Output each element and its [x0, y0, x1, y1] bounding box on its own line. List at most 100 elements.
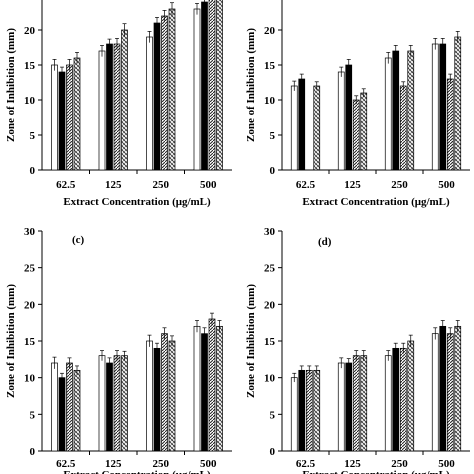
- x-tick-label: 500: [438, 458, 455, 470]
- y-tick-label: 5: [270, 409, 276, 421]
- y-tick-label: 0: [270, 446, 276, 458]
- bar: [337, 71, 345, 171]
- x-tick-label: 500: [200, 179, 217, 191]
- bar: [153, 347, 161, 452]
- bar: [313, 369, 321, 452]
- x-tick-label: 125: [105, 458, 122, 470]
- bar: [439, 325, 447, 452]
- x-tick-label: 250: [391, 179, 408, 191]
- x-tick-label: 62.5: [56, 179, 76, 191]
- bar: [113, 355, 121, 452]
- chart-panel-4: 0 5 10 15 20 25 30 Zone of Inhibition (mm) Extra…: [245, 226, 470, 474]
- y-tick-label: 30: [264, 226, 276, 238]
- chart-panel-1: 0 5 10 15 20 25 Zone of Inhibition (mm) Extract…: [5, 0, 232, 208]
- bar: [352, 355, 360, 452]
- y-tick-label: 0: [30, 165, 36, 177]
- bar: [201, 333, 208, 452]
- bar: [392, 347, 400, 452]
- bar: [106, 362, 113, 452]
- bar: [106, 43, 113, 171]
- x-tick-label: 125: [105, 179, 122, 191]
- bar: [431, 333, 439, 452]
- y-tick-label: 25: [264, 0, 276, 2]
- y-tick-label: 10: [264, 95, 276, 107]
- bar: [345, 64, 353, 171]
- y-tick-label: 5: [30, 409, 36, 421]
- bar: [431, 43, 439, 171]
- x-tick-label: 125: [344, 179, 361, 191]
- y-tick-label: 10: [264, 373, 276, 385]
- y-tick-label: 20: [24, 25, 36, 37]
- bar: [446, 78, 454, 171]
- bar: [201, 1, 208, 171]
- bar: [407, 340, 415, 452]
- bar: [384, 355, 392, 452]
- bar: [193, 325, 201, 452]
- bar: [66, 362, 73, 452]
- bar: [168, 340, 176, 452]
- bar: [384, 57, 392, 171]
- chart-panel-3: 0 5 10 15 20 25 30 Zone of Inhibition (mm) Extra…: [5, 226, 232, 474]
- bar: [121, 29, 128, 171]
- y-axis-label: Zone of Inhibition (mm): [5, 284, 17, 398]
- bar: [407, 50, 415, 171]
- y-tick-label: 25: [24, 0, 36, 2]
- y-axis-label: Zone of Inhibition (mm): [5, 28, 17, 142]
- bar: [51, 362, 58, 452]
- panel-label: (d): [318, 236, 332, 248]
- bar: [305, 369, 313, 452]
- bar: [399, 85, 407, 171]
- y-tick-label: 15: [264, 60, 276, 72]
- bar: [337, 362, 345, 452]
- bar: [454, 325, 462, 452]
- panel-label: (c): [72, 234, 85, 246]
- bar: [146, 340, 153, 452]
- y-tick-label: 10: [24, 373, 36, 385]
- y-tick-label: 15: [24, 60, 36, 72]
- y-axis-label: Zone of Inhibition (mm): [245, 28, 257, 142]
- bar: [216, 0, 223, 171]
- y-tick-label: 20: [264, 299, 276, 311]
- x-tick-label: 125: [344, 458, 361, 470]
- bar: [298, 78, 306, 171]
- y-tick-label: 5: [30, 130, 36, 142]
- y-tick-label: 5: [270, 130, 276, 142]
- y-tick-label: 25: [264, 263, 276, 275]
- bar: [454, 36, 462, 171]
- y-tick-label: 20: [24, 299, 36, 311]
- x-tick-label: 62.5: [296, 458, 316, 470]
- bar: [73, 57, 81, 171]
- bar: [98, 355, 106, 452]
- x-tick-label: 62.5: [56, 458, 76, 470]
- x-tick-label: 250: [153, 458, 170, 470]
- bar: [161, 15, 168, 171]
- bar: [113, 43, 121, 171]
- bar: [66, 64, 73, 171]
- x-axis-label: Extract Concentration (μg/mL): [63, 469, 211, 474]
- y-tick-label: 10: [24, 95, 36, 107]
- bar: [313, 85, 321, 171]
- bar: [208, 318, 216, 452]
- bar: [98, 50, 106, 171]
- bar: [352, 99, 360, 171]
- bar: [216, 325, 223, 452]
- bar: [446, 333, 454, 452]
- y-axis-label: Zone of Inhibition (mm): [245, 284, 257, 398]
- y-tick-label: 25: [24, 263, 36, 275]
- x-axis-label: Extract Concentration (μg/mL): [63, 196, 211, 208]
- bar: [51, 64, 58, 171]
- x-tick-label: 62.5: [296, 179, 316, 191]
- y-tick-label: 15: [264, 336, 276, 348]
- bar: [399, 347, 407, 452]
- x-tick-label: 250: [391, 458, 408, 470]
- bar: [153, 22, 161, 171]
- bar: [73, 369, 81, 452]
- bar: [392, 50, 400, 171]
- bar: [345, 362, 353, 452]
- bar: [439, 43, 447, 171]
- y-tick-label: 30: [24, 226, 36, 238]
- bar: [58, 71, 66, 171]
- bar: [290, 85, 298, 171]
- y-tick-label: 0: [270, 165, 276, 177]
